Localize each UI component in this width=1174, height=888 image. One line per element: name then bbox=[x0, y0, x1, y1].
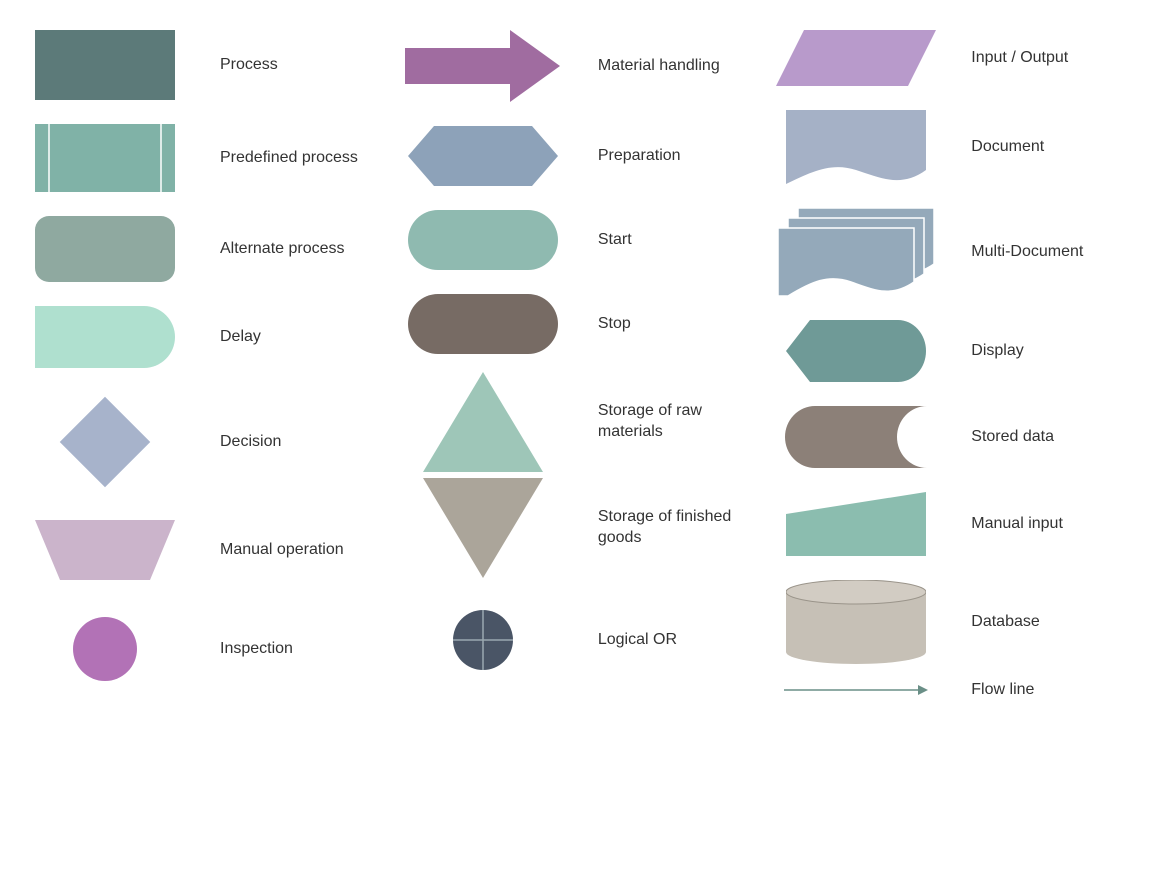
label-stop: Stop bbox=[598, 314, 631, 335]
column-3: Input / Output Document Multi-Document bbox=[771, 30, 1083, 725]
item-delay: Delay bbox=[20, 306, 358, 368]
shape-preparation bbox=[398, 126, 568, 186]
shape-inspection bbox=[20, 614, 190, 684]
shape-logical-or bbox=[398, 608, 568, 672]
label-manual-input: Manual input bbox=[971, 514, 1063, 535]
item-material-handling: Material handling bbox=[398, 30, 731, 102]
label-process: Process bbox=[220, 55, 278, 76]
shape-flow-line bbox=[771, 683, 941, 697]
shape-delay bbox=[20, 306, 190, 368]
item-stored-data: Stored data bbox=[771, 406, 1083, 468]
label-alternate-process: Alternate process bbox=[220, 239, 345, 260]
item-manual-input: Manual input bbox=[771, 492, 1083, 556]
label-start: Start bbox=[598, 230, 632, 251]
item-logical-or: Logical OR bbox=[398, 608, 731, 672]
label-material-handling: Material handling bbox=[598, 56, 720, 77]
shape-storage-raw bbox=[398, 372, 568, 472]
item-database: Database bbox=[771, 580, 1083, 664]
label-multi-document: Multi-Document bbox=[971, 242, 1083, 263]
item-flow-line: Flow line bbox=[771, 680, 1083, 701]
shape-display bbox=[771, 320, 941, 382]
label-inspection: Inspection bbox=[220, 639, 293, 660]
shape-database bbox=[771, 580, 941, 664]
item-alternate-process: Alternate process bbox=[20, 216, 358, 282]
shape-input-output bbox=[771, 30, 941, 86]
shape-alternate-process bbox=[20, 216, 190, 282]
label-manual-operation: Manual operation bbox=[220, 540, 344, 561]
label-delay: Delay bbox=[220, 327, 261, 348]
label-display: Display bbox=[971, 341, 1023, 362]
label-database: Database bbox=[971, 612, 1040, 633]
label-stored-data: Stored data bbox=[971, 427, 1054, 448]
item-display: Display bbox=[771, 320, 1083, 382]
item-start: Start bbox=[398, 210, 731, 270]
label-predefined-process: Predefined process bbox=[220, 148, 358, 169]
shape-predefined-process bbox=[20, 124, 190, 192]
legend-container: Process Predefined process Alternate pro… bbox=[0, 0, 1174, 755]
item-input-output: Input / Output bbox=[771, 30, 1083, 86]
item-inspection: Inspection bbox=[20, 614, 358, 684]
column-2: Material handling Preparation Start Stop bbox=[398, 30, 731, 725]
shape-manual-operation bbox=[20, 520, 190, 580]
label-input-output: Input / Output bbox=[971, 48, 1068, 69]
label-flow-line: Flow line bbox=[971, 680, 1034, 701]
label-preparation: Preparation bbox=[598, 146, 681, 167]
column-1: Process Predefined process Alternate pro… bbox=[20, 30, 358, 725]
item-predefined-process: Predefined process bbox=[20, 124, 358, 192]
label-document: Document bbox=[971, 137, 1044, 158]
item-manual-operation: Manual operation bbox=[20, 520, 358, 580]
shape-stored-data bbox=[771, 406, 941, 468]
shape-document bbox=[771, 110, 941, 184]
item-storage-raw: Storage of raw materials bbox=[398, 372, 731, 472]
shape-stop bbox=[398, 294, 568, 354]
item-preparation: Preparation bbox=[398, 126, 731, 186]
shape-manual-input bbox=[771, 492, 941, 556]
item-storage-finished: Storage of finished goods bbox=[398, 478, 731, 578]
label-decision: Decision bbox=[220, 432, 281, 453]
item-multi-document: Multi-Document bbox=[771, 208, 1083, 296]
label-logical-or: Logical OR bbox=[598, 630, 677, 651]
shape-material-handling bbox=[398, 30, 568, 102]
shape-decision bbox=[20, 392, 190, 492]
item-process: Process bbox=[20, 30, 358, 100]
item-document: Document bbox=[771, 110, 1083, 184]
label-storage-raw: Storage of raw materials bbox=[598, 401, 702, 443]
shape-start bbox=[398, 210, 568, 270]
item-decision: Decision bbox=[20, 392, 358, 492]
item-stop: Stop bbox=[398, 294, 731, 354]
label-storage-finished: Storage of finished goods bbox=[598, 507, 731, 549]
shape-multi-document bbox=[771, 208, 941, 296]
shape-storage-finished bbox=[398, 478, 568, 578]
shape-process bbox=[20, 30, 190, 100]
